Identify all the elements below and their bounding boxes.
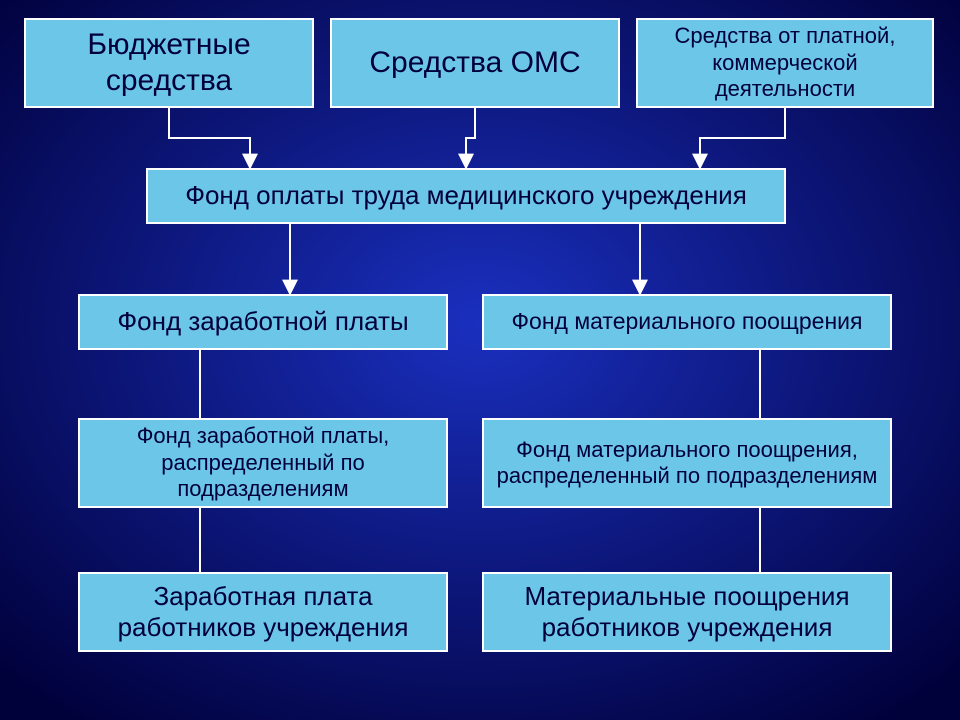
node-n6: Фонд материального поощрения [482, 294, 892, 350]
node-n9: Заработная плата работников учреждения [78, 572, 448, 652]
node-label: Материальные поощрения работников учрежд… [494, 581, 880, 643]
node-label: Фонд заработной платы [117, 306, 408, 337]
node-label: Бюджетные средства [36, 27, 302, 99]
node-n5: Фонд заработной платы [78, 294, 448, 350]
node-label: Средства ОМС [369, 45, 580, 81]
edge-n1-n4 [169, 108, 250, 168]
node-label: Фонд материального поощрения, распределе… [494, 437, 880, 490]
edge-n3-n4 [700, 108, 785, 168]
node-n3: Средства от платной, коммерческой деятел… [636, 18, 934, 108]
node-n1: Бюджетные средства [24, 18, 314, 108]
node-n2: Средства ОМС [330, 18, 620, 108]
node-n8: Фонд материального поощрения, распределе… [482, 418, 892, 508]
node-n7: Фонд заработной платы, распределенный по… [78, 418, 448, 508]
node-label: Фонд заработной платы, распределенный по… [90, 423, 436, 502]
diagram-canvas: Бюджетные средства Средства ОМС Средства о… [0, 0, 960, 720]
node-label: Фонд материального поощрения [512, 308, 863, 336]
edge-n2-n4 [466, 108, 475, 168]
node-n10: Материальные поощрения работников учрежд… [482, 572, 892, 652]
node-label: Заработная плата работников учреждения [90, 581, 436, 643]
node-label: Фонд оплаты труда медицинского учреждени… [185, 180, 747, 211]
node-label: Средства от платной, коммерческой деятел… [648, 23, 922, 102]
node-n4: Фонд оплаты труда медицинского учреждени… [146, 168, 786, 224]
